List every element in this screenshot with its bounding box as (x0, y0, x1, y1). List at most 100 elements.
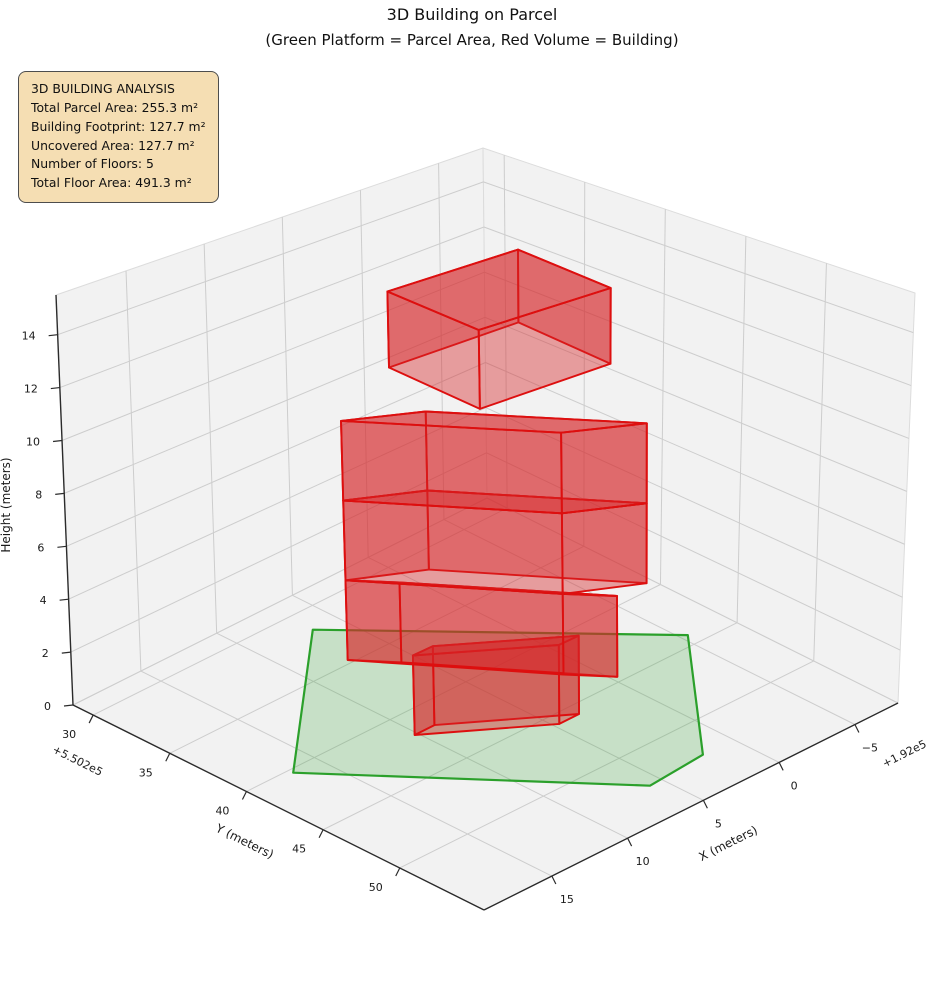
z-tick-label: 14 (22, 330, 36, 343)
y-axis-offset-text: +5.502e5 (50, 743, 105, 779)
z-grid-left-wall (57, 181, 484, 336)
z-tick-label: 8 (35, 488, 42, 501)
z-grid-left-wall (68, 407, 487, 600)
z-tick-label: 0 (44, 700, 51, 713)
y-tick-mark (318, 829, 324, 839)
z-grid-right-wall (483, 181, 914, 334)
y-tick-label: 45 (292, 843, 306, 856)
y-grid-floor (246, 584, 661, 792)
x-axis-label: X (meters) (697, 823, 760, 864)
x-tick-label: 5 (715, 817, 722, 830)
y-tick-mark (241, 791, 247, 800)
floor-4-wall-face (560, 422, 648, 515)
y-grid-wall (503, 155, 508, 509)
z-tick-label: 2 (42, 647, 49, 660)
z-grid-right-wall (486, 497, 899, 704)
info-box-line-footprint: Building Footprint: 127.7 m² (31, 118, 206, 134)
x-tick-mark (854, 724, 860, 733)
x-grid-wall (359, 190, 369, 558)
y-tick-mark (88, 714, 94, 724)
info-box-line-floors: Number of Floors: 5 (31, 156, 154, 172)
x-grid-floor (367, 556, 780, 763)
axes-panes (55, 147, 916, 911)
z-tick-mark (48, 334, 58, 337)
info-box-line-floor-area: Total Floor Area: 491.3 m² (31, 175, 192, 191)
gridlines (57, 155, 914, 877)
z-axis-label: Height (meters) (0, 457, 13, 552)
z-tick-mark (50, 386, 60, 390)
y-grid-floor (399, 660, 814, 869)
z-grid-right-wall (483, 226, 912, 387)
floor-4-wall-face (340, 419, 563, 515)
x-tick-label: −5 (862, 742, 878, 755)
z-tick-mark (57, 545, 67, 548)
z-grid-left-wall (66, 362, 486, 547)
building-floor-4 (340, 410, 648, 515)
floor-3-wall-face (560, 502, 648, 595)
floor-2-wall-face (561, 592, 619, 678)
axis-spines (55, 294, 899, 911)
x-tick-label: 0 (791, 779, 798, 792)
z-grid-left-wall (59, 226, 485, 389)
y-grid-wall (813, 263, 827, 661)
y-tick-mark (395, 867, 401, 877)
z-tick-mark (59, 598, 69, 601)
y-grid-wall (736, 236, 747, 623)
z-tick-mark (61, 651, 71, 654)
x-tick-mark (702, 799, 708, 809)
x-grid-wall (125, 270, 142, 672)
z-grid-right-wall (485, 362, 905, 545)
building-floor-2 (344, 579, 619, 678)
z-axis-spine (55, 294, 74, 706)
z-tick-mark (52, 439, 63, 443)
floor-4-roof-face (340, 410, 648, 434)
z-tick-mark (63, 704, 74, 707)
z-tick-label: 6 (37, 541, 44, 554)
x-grid-wall (281, 217, 293, 596)
chart-subtitle: (Green Platform = Parcel Area, Red Volum… (265, 31, 679, 49)
y-axis-label: Y (meters) (213, 821, 276, 862)
z-grid-left-wall (72, 497, 488, 706)
y-tick-label: 40 (215, 805, 229, 818)
x-tick-label: 10 (636, 855, 650, 868)
parcel-platform (292, 628, 705, 787)
floor-3-wall-face (342, 499, 564, 595)
y-tick-label: 30 (62, 728, 76, 741)
building-floor-5 (386, 248, 612, 410)
y-grid-wall (659, 209, 666, 585)
z-tick-mark (55, 492, 65, 495)
x-grid-wall (203, 243, 218, 634)
info-box-line-parcel-area: Total Parcel Area: 255.3 m² (31, 99, 199, 115)
x-tick-label: 15 (560, 893, 574, 906)
floor-5-roof-face (386, 248, 612, 331)
x-axis-spine (483, 702, 899, 911)
x-tick-mark (551, 875, 557, 885)
z-tick-label: 4 (40, 594, 47, 607)
y-axis-spine (72, 704, 485, 911)
y-grid-floor (92, 507, 508, 716)
floor-1-roof-face (411, 634, 580, 657)
z-grid-right-wall (486, 452, 901, 651)
y-tick-label: 50 (369, 881, 383, 894)
building-floor-3 (342, 489, 648, 595)
info-box-header: 3D BUILDING ANALYSIS (31, 81, 175, 96)
analysis-info-box: 3D BUILDING ANALYSIS Total Parcel Area: … (18, 71, 219, 204)
z-grid-right-wall (485, 407, 903, 598)
z-grid-left-wall (70, 452, 487, 653)
y-tick-label: 35 (139, 766, 153, 779)
x-grid-wall (438, 163, 445, 520)
info-box-line-uncovered: Uncovered Area: 127.7 m² (31, 137, 195, 153)
y-tick-mark (165, 753, 171, 762)
x-tick-mark (627, 837, 633, 847)
axis-ticks: −5 0 5 10 15 30 35 40 45 50 0 2 4 6 8 10 12 14 (22, 330, 878, 906)
z-grid-right-wall (484, 271, 910, 439)
z-grid-right-wall (484, 316, 907, 492)
x-grid-floor (216, 632, 628, 839)
parcel-polygon (292, 628, 705, 787)
chart-title: 3D Building on Parcel (386, 5, 558, 24)
x-grid-floor (443, 519, 856, 725)
z-tick-label: 10 (26, 435, 40, 448)
y-grid-floor (169, 545, 585, 754)
